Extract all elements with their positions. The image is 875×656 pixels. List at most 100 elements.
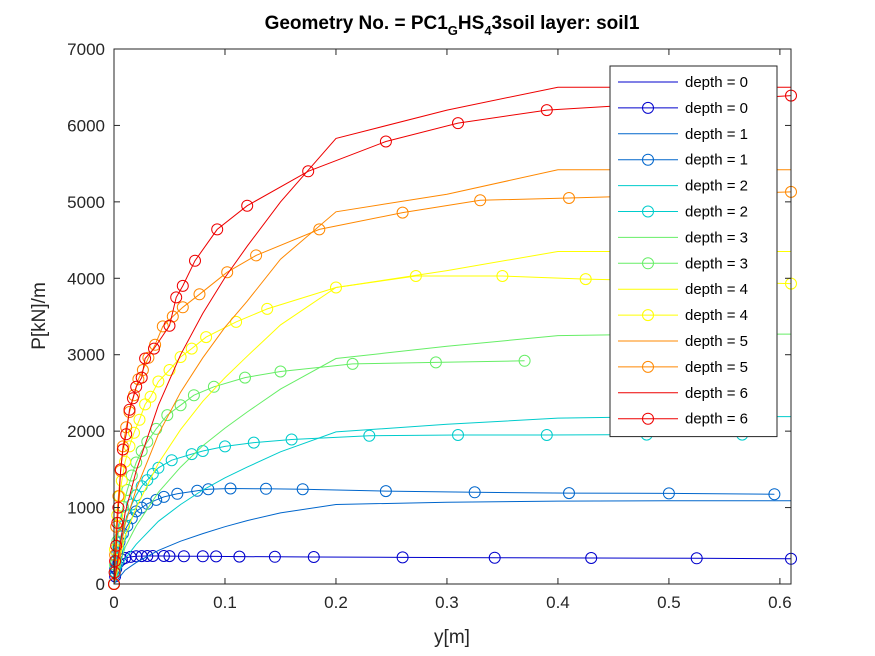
series-marker (141, 550, 154, 562)
legend-entry: depth = 3 (618, 255, 748, 272)
y-tick-label: 1000 (67, 499, 105, 518)
series-marker (210, 550, 223, 563)
series-2 (113, 500, 791, 585)
series-marker (274, 365, 287, 378)
series-marker (176, 279, 189, 292)
legend-entry: depth = 2 (618, 178, 748, 195)
series-7 (108, 354, 531, 590)
series-marker (165, 454, 178, 467)
series-marker (247, 436, 260, 449)
series-marker (261, 302, 274, 315)
series-marker (174, 351, 187, 363)
series-marker (177, 550, 190, 563)
series-line (113, 95, 792, 585)
series-marker (768, 488, 781, 501)
legend-label: depth = 3 (685, 229, 748, 246)
series-marker (141, 435, 154, 448)
series-marker (120, 428, 133, 441)
series-marker (185, 448, 198, 461)
series-marker (144, 390, 157, 403)
series-marker (496, 270, 509, 282)
series-marker (540, 104, 553, 117)
series-marker (468, 486, 481, 499)
series-marker (346, 357, 359, 370)
series-marker (233, 550, 246, 563)
series-marker (135, 371, 148, 384)
series-marker (202, 483, 215, 496)
series-marker (224, 482, 237, 495)
series-marker (157, 490, 170, 503)
series-marker (662, 487, 675, 500)
series-marker (207, 380, 220, 393)
series-marker (193, 288, 206, 301)
series-marker (396, 206, 409, 219)
series-line (113, 251, 791, 585)
series-line (113, 416, 791, 585)
series-marker (170, 291, 183, 304)
legend-label: depth = 2 (685, 178, 748, 195)
series-marker (330, 281, 342, 294)
series-marker (110, 539, 123, 552)
legend-entry: depth = 4 (618, 281, 748, 298)
series-marker (174, 399, 187, 412)
plot-area (108, 86, 797, 590)
series-marker (126, 392, 139, 405)
series-marker (109, 555, 122, 568)
legend-box (609, 65, 778, 438)
series-line (113, 86, 791, 585)
legend-marker (642, 101, 654, 114)
series-marker (260, 482, 272, 495)
series-marker (396, 551, 409, 564)
series-marker (111, 516, 124, 529)
series-marker (363, 429, 376, 442)
series-marker (296, 483, 309, 496)
series-line (113, 500, 791, 585)
x-tick-label: 0.2 (324, 593, 348, 612)
legend-entry: depth = 1 (618, 152, 748, 169)
y-tick-label: 5000 (67, 193, 105, 212)
legend-label: depth = 0 (685, 74, 748, 91)
series-marker (157, 550, 170, 562)
legend-entry: depth = 1 (618, 126, 748, 143)
series-marker (148, 342, 160, 355)
series-marker (307, 551, 320, 563)
legend-entry: depth = 6 (618, 411, 748, 428)
legend-label: depth = 4 (685, 281, 748, 298)
series-marker (250, 249, 263, 262)
legend-marker (642, 309, 654, 322)
series-marker (230, 315, 243, 328)
series-marker (452, 117, 464, 130)
x-tick-label: 0.6 (768, 593, 792, 612)
x-axis-label: y[m] (434, 627, 470, 648)
axes: 0 0.1 0.2 0.3 0.4 0.5 0.6 0 1000 2000 3000 4000 5000… (67, 40, 792, 612)
series-marker (379, 485, 392, 498)
legend-entry: depth = 0 (618, 100, 748, 117)
legend-label: depth = 5 (685, 333, 748, 350)
series-marker (452, 429, 464, 441)
series-marker (152, 375, 165, 388)
series-marker (540, 429, 553, 441)
legend-marker (642, 153, 654, 166)
legend-entry: depth = 3 (618, 229, 748, 246)
series-marker (585, 552, 598, 564)
y-tick-label: 6000 (67, 116, 105, 135)
y-tick-label: 4000 (67, 269, 105, 288)
series-marker (518, 354, 531, 367)
legend-entry: depth = 5 (618, 333, 748, 350)
series-marker (239, 371, 251, 384)
series-line (113, 333, 791, 585)
series-marker (171, 487, 184, 500)
series-marker (139, 352, 152, 365)
series-marker (150, 493, 163, 506)
series-4 (113, 416, 791, 585)
series-5 (108, 428, 749, 590)
y-axis-label: P[kN]/m (29, 282, 50, 350)
legend-entry: depth = 5 (618, 359, 748, 376)
series-marker (112, 501, 125, 514)
series-3 (108, 482, 781, 590)
plot-frame (113, 48, 792, 585)
series-marker (176, 301, 189, 314)
y-tick-label: 2000 (67, 422, 105, 441)
series-marker (163, 550, 176, 563)
